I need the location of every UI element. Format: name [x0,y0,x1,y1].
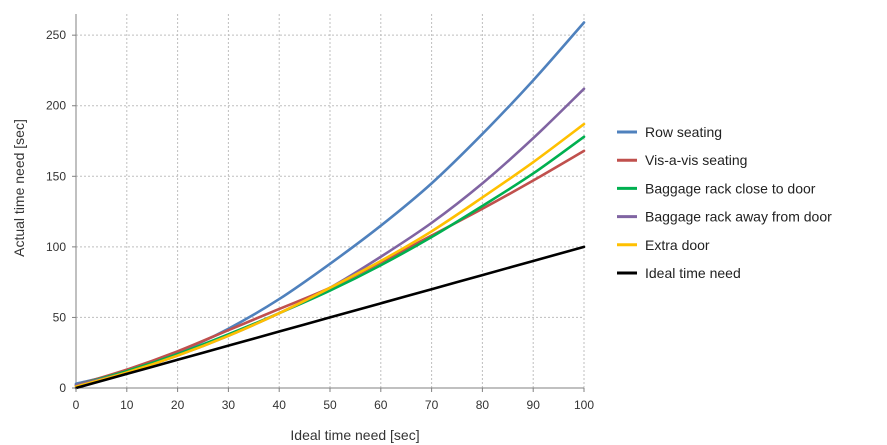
legend-label: Vis-a-vis seating [645,152,747,168]
y-axis-ticks: 0 50 100 150 200 250 [46,28,76,395]
legend-item-row-seating: Row seating [617,124,722,140]
y-axis-title: Actual time need [sec] [11,119,27,257]
legend-label: Baggage rack away from door [645,209,832,225]
x-tick-label: 50 [323,398,337,412]
x-tick-label: 100 [574,398,594,412]
legend-item-baggage-rack-away-from-door: Baggage rack away from door [617,209,832,225]
x-tick-label: 10 [120,398,134,412]
series-line-baggage-rack-close-to-door [74,135,586,387]
y-tick-label: 50 [53,310,67,324]
legend-item-ideal-time-need: Ideal time need [617,265,741,281]
x-tick-label: 90 [527,398,541,412]
x-tick-label: 30 [222,398,236,412]
y-tick-label: 250 [46,28,66,42]
legend-label: Ideal time need [645,265,741,281]
legend: Row seating Vis-a-vis seating Baggage rack… [617,124,832,281]
legend-item-extra-door: Extra door [617,237,710,253]
series-line-ideal-time-need [74,245,586,390]
y-tick-label: 0 [59,381,66,395]
x-tick-label: 0 [73,398,80,412]
legend-item-vis-a-vis-seating: Vis-a-vis seating [617,152,747,168]
x-tick-label: 40 [273,398,287,412]
legend-label: Extra door [645,237,710,253]
series-line-baggage-rack-away-from-door [74,87,586,387]
y-tick-label: 200 [46,99,66,113]
x-tick-label: 70 [425,398,439,412]
x-tick-label: 80 [476,398,490,412]
x-axis-ticks: 0 10 20 30 40 50 60 70 80 90 100 [73,388,594,412]
series-line-extra-door [74,122,586,388]
legend-item-baggage-rack-close-to-door: Baggage rack close to door [617,180,816,196]
legend-label: Baggage rack close to door [645,180,816,196]
x-tick-label: 60 [374,398,388,412]
legend-label: Row seating [645,124,722,140]
x-axis-title: Ideal time need [sec] [290,427,419,443]
grid [76,14,585,388]
series-lines [74,21,586,390]
y-tick-label: 100 [46,240,66,254]
y-tick-label: 150 [46,169,66,183]
x-tick-label: 20 [171,398,185,412]
